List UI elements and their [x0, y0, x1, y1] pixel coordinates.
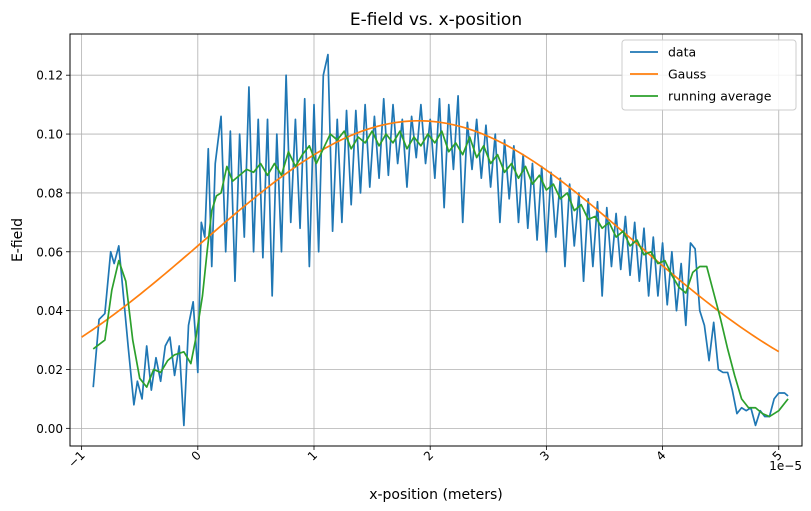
series-line-gauss	[81, 119, 780, 353]
y-tick-label: 0.10	[36, 128, 63, 142]
y-tick-label: 0.06	[36, 245, 63, 259]
y-tick-label: 0.02	[36, 363, 63, 377]
y-tick-label: 0.08	[36, 186, 63, 200]
chart-title: E-field vs. x-position	[350, 10, 522, 30]
legend: data Gauss running average	[621, 39, 797, 111]
y-axis-label: E-field	[10, 218, 26, 262]
y-tick-label: 0.04	[36, 304, 63, 318]
plot-frame	[69, 33, 803, 447]
y-tick-label: 0.12	[36, 69, 63, 83]
legend-entry: running average	[668, 89, 772, 104]
y-tick-label: 0.00	[36, 422, 63, 436]
legend-entry: Gauss	[668, 67, 706, 82]
series-layer	[81, 53, 789, 427]
legend-frame	[621, 39, 797, 111]
legend-entry: data	[668, 45, 696, 60]
x-axis-label: x-position (meters)	[369, 487, 503, 503]
y-axis-ticks: 0.00 0.02 0.04 0.06 0.08 0.10 0.12	[36, 69, 70, 436]
x-axis-offset-text: 1e−5	[769, 459, 802, 473]
series-line-running-average	[92, 130, 789, 418]
grid	[70, 34, 802, 446]
series-line-data	[92, 53, 789, 427]
